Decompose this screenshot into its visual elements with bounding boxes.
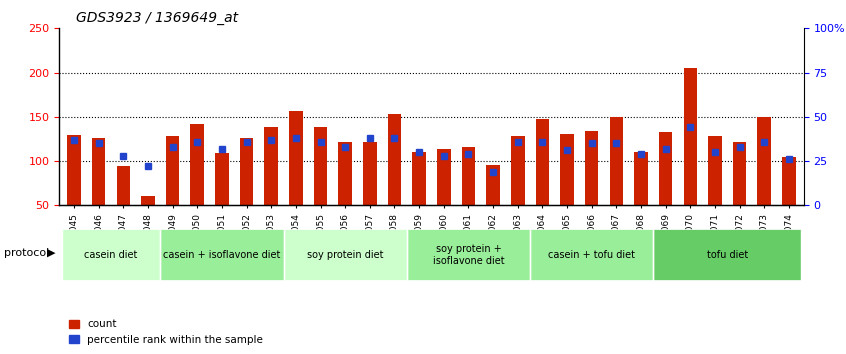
- FancyBboxPatch shape: [530, 229, 653, 280]
- Text: protocol: protocol: [4, 248, 49, 258]
- Text: casein diet: casein diet: [85, 250, 138, 260]
- Bar: [659, 132, 673, 250]
- Legend: count, percentile rank within the sample: count, percentile rank within the sample: [64, 315, 267, 349]
- Bar: [412, 152, 426, 250]
- Bar: [757, 117, 771, 250]
- Text: tofu diet: tofu diet: [706, 250, 748, 260]
- FancyBboxPatch shape: [62, 229, 160, 280]
- Bar: [314, 127, 327, 250]
- Text: casein + tofu diet: casein + tofu diet: [548, 250, 635, 260]
- Bar: [117, 166, 130, 250]
- Bar: [67, 135, 80, 250]
- Bar: [733, 142, 746, 250]
- Bar: [783, 156, 796, 250]
- Bar: [684, 68, 697, 250]
- Bar: [585, 131, 598, 250]
- Bar: [536, 120, 549, 250]
- Text: soy protein +
isoflavone diet: soy protein + isoflavone diet: [432, 244, 504, 266]
- Bar: [363, 142, 376, 250]
- Bar: [190, 124, 204, 250]
- Text: GDS3923 / 1369649_at: GDS3923 / 1369649_at: [76, 11, 239, 25]
- FancyBboxPatch shape: [653, 229, 801, 280]
- Text: soy protein diet: soy protein diet: [307, 250, 383, 260]
- Bar: [215, 153, 228, 250]
- Bar: [265, 127, 278, 250]
- Bar: [92, 138, 106, 250]
- Bar: [166, 136, 179, 250]
- Bar: [462, 147, 475, 250]
- Bar: [634, 152, 648, 250]
- Bar: [610, 117, 624, 250]
- Bar: [486, 166, 500, 250]
- FancyBboxPatch shape: [407, 229, 530, 280]
- Bar: [560, 133, 574, 250]
- Bar: [141, 196, 155, 250]
- Bar: [387, 114, 401, 250]
- Bar: [708, 136, 722, 250]
- FancyBboxPatch shape: [283, 229, 407, 280]
- Bar: [437, 149, 451, 250]
- Text: casein + isoflavone diet: casein + isoflavone diet: [163, 250, 281, 260]
- Bar: [239, 138, 253, 250]
- Bar: [511, 136, 525, 250]
- Bar: [338, 142, 352, 250]
- FancyBboxPatch shape: [160, 229, 283, 280]
- Text: ▶: ▶: [47, 248, 55, 258]
- Bar: [289, 110, 303, 250]
